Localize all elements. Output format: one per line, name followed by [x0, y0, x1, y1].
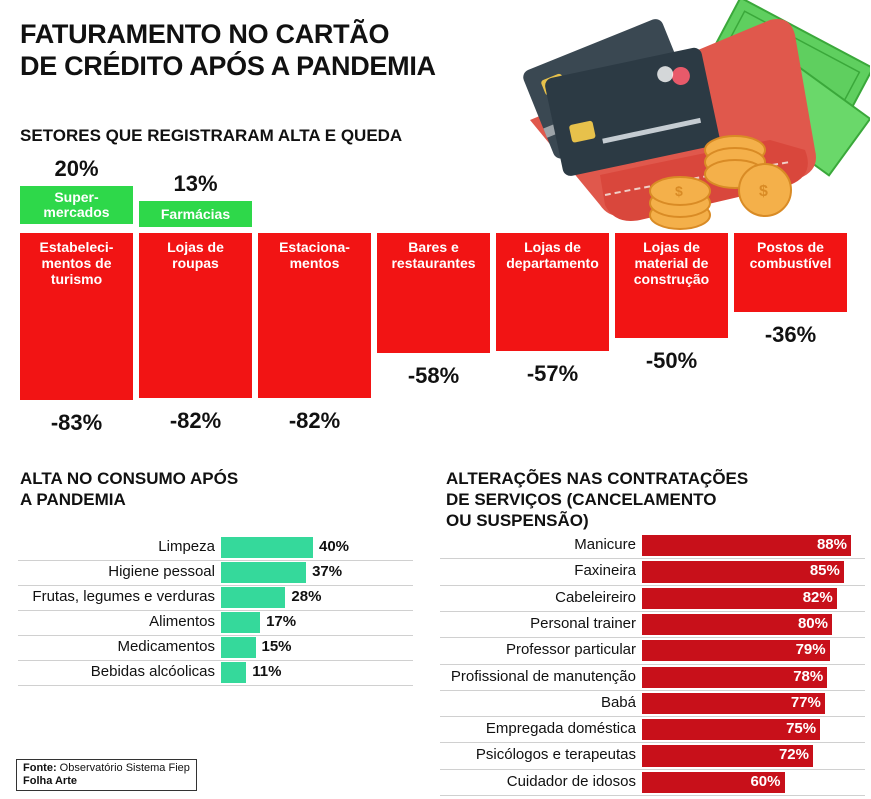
- fall-value-label: -50%: [645, 348, 698, 374]
- consumption-bar: [221, 612, 261, 633]
- fall-bar: Postos de combustível: [734, 233, 847, 313]
- services-bar: 80%: [642, 613, 832, 636]
- title-line-1: FATURAMENTO NO CARTÃO: [20, 19, 390, 49]
- fall-bar: Lojas de departamento: [496, 233, 609, 352]
- rise-bar: Super- mercados: [20, 186, 133, 224]
- page-title: FATURAMENTO NO CARTÃO DE CRÉDITO APÓS A …: [20, 18, 436, 82]
- consumption-bar: [221, 662, 247, 683]
- category-label: Psicólogos e terapeutas: [475, 746, 636, 764]
- category-label: Alimentos: [149, 613, 215, 630]
- row-divider: [440, 768, 865, 770]
- row-divider: [18, 660, 413, 661]
- services-heading-line-2: DE SERVIÇOS (CANCELAMENTO: [446, 490, 717, 509]
- row-divider: [18, 635, 413, 636]
- fall-value-label: -82%: [288, 408, 341, 434]
- row-divider: [18, 610, 413, 611]
- row-divider: [440, 584, 865, 586]
- row-divider: [440, 610, 865, 612]
- consumption-value: 15%: [261, 638, 292, 655]
- category-label: Bebidas alcóolicas: [90, 663, 215, 680]
- services-bar: 88%: [642, 535, 851, 557]
- consumption-heading: ALTA NO CONSUMO APÓS A PANDEMIA: [20, 468, 238, 510]
- services-heading-line-3: OU SUSPENSÃO): [446, 511, 589, 530]
- services-heading: ALTERAÇÕES NAS CONTRATAÇÕES DE SERVIÇOS …: [446, 468, 748, 531]
- fall-value-label: -82%: [169, 408, 222, 434]
- services-bar: 82%: [642, 587, 837, 609]
- category-label: Cuidador de idosos: [506, 772, 636, 790]
- rise-value-label: 13%: [173, 171, 218, 196]
- rise-value-label: 20%: [54, 156, 99, 181]
- row-divider: [440, 558, 865, 560]
- consumption-bar: [221, 537, 313, 558]
- category-label: Cabeleireiro: [555, 588, 636, 606]
- row-divider: [18, 585, 413, 586]
- fall-value-label: -36%: [764, 322, 817, 348]
- services-bar: 60%: [642, 771, 785, 793]
- consumption-heading-line-2: A PANDEMIA: [20, 490, 126, 509]
- fall-bar: Estabeleci- mentos de turismo: [20, 233, 133, 400]
- category-label: Frutas, legumes e verduras: [32, 588, 215, 605]
- fall-bar: Estaciona- mentos: [258, 233, 371, 399]
- category-label: Profissional de manutenção: [450, 667, 636, 685]
- consumption-bar: [221, 587, 286, 608]
- category-label: Personal trainer: [530, 614, 636, 632]
- category-label: Limpeza: [158, 538, 215, 555]
- source-box: Fonte: Observatório Sistema Fiep Folha A…: [16, 759, 197, 791]
- consumption-value: 11%: [252, 663, 282, 680]
- category-label: Babá: [600, 693, 636, 711]
- consumption-value: 17%: [266, 613, 297, 630]
- category-label: Faxineira: [574, 562, 636, 580]
- category-label: Medicamentos: [117, 638, 215, 655]
- services-bar: 72%: [642, 745, 813, 767]
- svg-text:$: $: [675, 183, 683, 199]
- consumption-value: 28%: [291, 588, 322, 605]
- sectors-heading: SETORES QUE REGISTRARAM ALTA E QUEDA: [20, 126, 403, 145]
- services-bar: 77%: [642, 692, 825, 715]
- rise-bar: Farmácias: [139, 201, 252, 227]
- services-bar: 75%: [642, 719, 821, 741]
- category-label: Higiene pessoal: [108, 563, 215, 580]
- category-label: Professor particular: [505, 641, 636, 659]
- row-divider: [440, 742, 865, 744]
- row-divider: [440, 637, 865, 639]
- source-text: Observatório Sistema Fiep: [56, 762, 190, 774]
- wallet-credit-cards-coins-icon: $ $: [523, 0, 870, 230]
- source-credit: Folha Arte: [23, 775, 77, 787]
- consumption-value: 37%: [312, 563, 343, 580]
- consumption-bar: [221, 637, 256, 658]
- source-label: Fonte:: [23, 762, 57, 774]
- row-divider: [440, 663, 865, 665]
- services-bar: 85%: [642, 561, 844, 583]
- fall-bar: Bares e restaurantes: [377, 233, 490, 354]
- row-divider: [440, 716, 865, 718]
- fall-value-label: -58%: [407, 363, 460, 389]
- consumption-heading-line-1: ALTA NO CONSUMO APÓS: [20, 469, 239, 488]
- svg-text:$: $: [759, 183, 768, 200]
- fall-bar: Lojas de material de construção: [615, 233, 728, 339]
- services-bar: 78%: [642, 666, 828, 688]
- title-line-2: DE CRÉDITO APÓS A PANDEMIA: [20, 51, 436, 81]
- fall-value-label: -57%: [526, 361, 579, 387]
- consumption-value: 40%: [319, 538, 350, 555]
- services-heading-line-1: ALTERAÇÕES NAS CONTRATAÇÕES: [446, 469, 749, 488]
- consumption-bar: [221, 562, 307, 583]
- row-divider: [18, 560, 413, 561]
- category-label: Manicure: [574, 536, 636, 553]
- row-divider: [440, 795, 865, 796]
- row-divider: [18, 685, 413, 686]
- row-divider: [440, 689, 865, 691]
- fall-bar: Lojas de roupas: [139, 233, 252, 399]
- fall-value-label: -83%: [50, 410, 103, 435]
- services-bar: 79%: [642, 640, 830, 662]
- category-label: Empregada doméstica: [485, 720, 636, 738]
